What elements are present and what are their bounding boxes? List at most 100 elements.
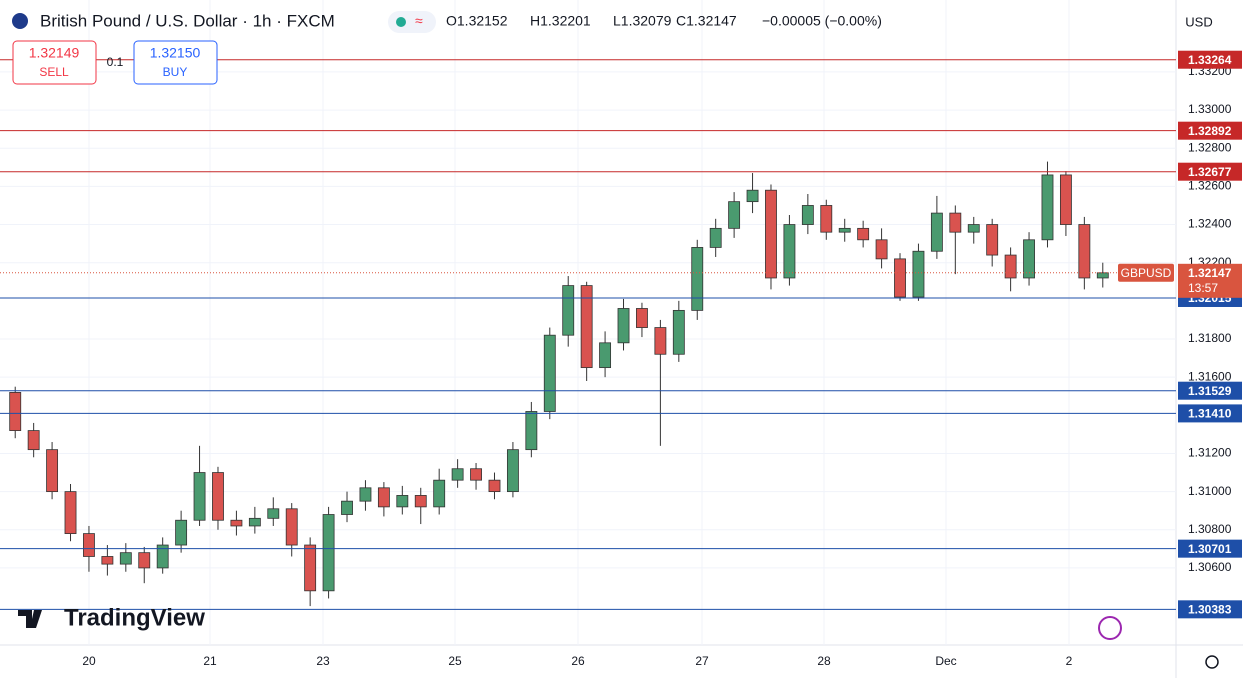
currency[interactable]: USD xyxy=(1185,14,1212,29)
candle-body xyxy=(138,552,151,569)
candle-body xyxy=(801,205,814,225)
candle-body xyxy=(248,517,261,527)
candle-body xyxy=(27,430,40,451)
candle-body xyxy=(193,472,206,521)
x-tick-label: 26 xyxy=(571,654,585,668)
level-label-box xyxy=(1178,539,1242,558)
candle-body xyxy=(322,514,335,592)
candle-body xyxy=(64,491,77,534)
buy-button[interactable] xyxy=(133,40,218,85)
candle-body xyxy=(820,205,833,233)
x-tick-label: 23 xyxy=(316,654,330,668)
quantity: 0.1 xyxy=(107,55,124,69)
candle-body xyxy=(949,212,962,233)
candle-body xyxy=(377,487,390,508)
sell-price: 1.32149 xyxy=(29,45,80,61)
x-tick-label: 2 xyxy=(1066,654,1073,668)
candle-body xyxy=(967,224,980,233)
candle-body xyxy=(212,472,224,521)
candle-body xyxy=(1096,272,1109,279)
level-label: 1.31529 xyxy=(1188,384,1232,398)
last-price-label: 1.32147 xyxy=(1188,266,1232,280)
sell-label: SELL xyxy=(39,65,69,79)
candle-body xyxy=(414,495,427,508)
x-tick-label: 28 xyxy=(817,654,831,668)
candle-body xyxy=(1078,224,1091,279)
symbol-title: British Pound / U.S. Dollar · 1h · FXCM xyxy=(40,11,335,30)
candle-body xyxy=(396,495,409,508)
x-tick-label: 25 xyxy=(448,654,462,668)
candle-body xyxy=(230,519,243,527)
status-pill xyxy=(388,11,436,33)
level-label: 1.32892 xyxy=(1188,124,1232,138)
candle-body xyxy=(341,500,353,515)
candle-body xyxy=(617,308,630,344)
candle-body xyxy=(525,411,538,451)
candle-body xyxy=(709,227,722,248)
level-label: 1.32677 xyxy=(1188,165,1232,179)
level-label-box xyxy=(1178,50,1242,69)
brand-logo xyxy=(18,610,42,628)
y-tick-label: 1.31600 xyxy=(1188,369,1232,383)
level-label: 1.31410 xyxy=(1188,407,1232,421)
candle-body xyxy=(304,544,317,592)
y-tick-label: 1.32400 xyxy=(1188,217,1232,231)
y-tick-label: 1.31000 xyxy=(1188,484,1232,498)
overlay: British Pound / U.S. Dollar · 1h · FXCM … xyxy=(12,11,1219,669)
level-label: 1.30383 xyxy=(1188,602,1232,616)
lightning-icon[interactable] xyxy=(1098,616,1122,640)
y-tick-label: 1.30600 xyxy=(1188,560,1232,574)
candle-body xyxy=(875,239,888,260)
candle-body xyxy=(101,556,114,565)
ohlc-low: L1.32079 xyxy=(613,13,672,29)
candle-body xyxy=(119,552,132,565)
ohlc-change: −0.00005 (−0.00%) xyxy=(762,13,882,29)
candle-body xyxy=(599,342,612,369)
countdown: 13:57 xyxy=(1188,281,1218,295)
candle-body xyxy=(451,468,464,481)
candle-body xyxy=(470,468,482,481)
ohlc-close: C1.32147 xyxy=(676,13,737,29)
last-price-box xyxy=(1178,263,1242,298)
candle-body xyxy=(285,508,298,546)
candle-body xyxy=(562,285,575,336)
candle-body xyxy=(857,227,870,241)
x-tick-label: 21 xyxy=(203,654,217,668)
candle-body xyxy=(728,201,741,229)
brand-name: TradingView xyxy=(64,604,205,631)
y-tick-label: 1.31800 xyxy=(1188,331,1232,345)
ohlc-open: O1.32152 xyxy=(446,13,508,29)
candle-body xyxy=(46,449,59,493)
candle-body xyxy=(894,258,906,298)
candle-body xyxy=(156,544,169,569)
candle-body xyxy=(580,285,593,369)
candle-body xyxy=(783,224,796,279)
candle-body xyxy=(636,308,648,328)
symbol-tag-text: GBPUSD xyxy=(1121,266,1172,280)
candle-body xyxy=(506,449,519,493)
x-tick-label: 20 xyxy=(82,654,96,668)
level-label-box xyxy=(1178,600,1242,619)
candle-body xyxy=(654,327,667,355)
candle-body xyxy=(1004,254,1017,279)
level-label-box xyxy=(1178,404,1242,423)
x-tick-label: Dec xyxy=(935,654,956,668)
candle-body xyxy=(746,189,759,203)
y-tick-label: 1.32600 xyxy=(1188,179,1232,193)
market-open-dot xyxy=(396,17,406,27)
candle-body xyxy=(912,250,925,298)
candle-body xyxy=(765,189,777,279)
sell-button[interactable] xyxy=(12,40,97,85)
candle-body xyxy=(838,227,851,233)
level-label-box xyxy=(1178,121,1242,140)
level-label-box xyxy=(1178,162,1242,181)
settings-icon[interactable] xyxy=(1205,655,1219,669)
y-tick-label: 1.31200 xyxy=(1188,446,1232,460)
status-icon: ≈ xyxy=(415,13,423,29)
candle-body xyxy=(433,479,446,508)
candle-body xyxy=(83,533,95,557)
ohlc-high: H1.32201 xyxy=(530,13,591,29)
candle-body xyxy=(930,212,943,252)
